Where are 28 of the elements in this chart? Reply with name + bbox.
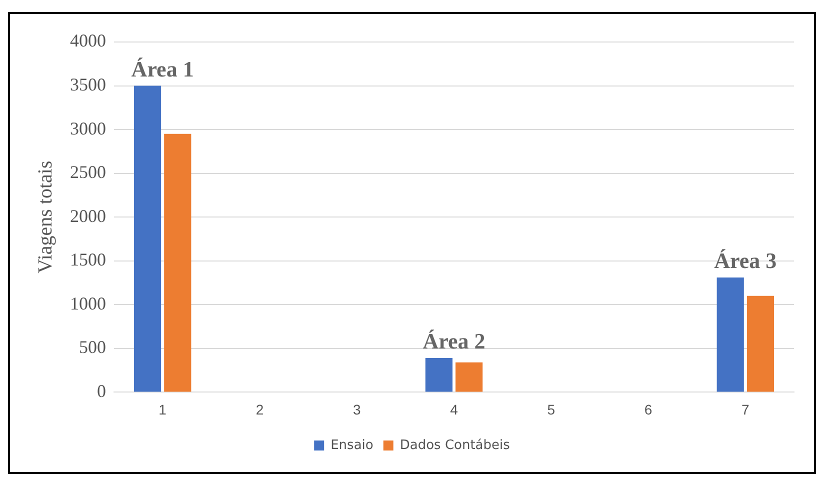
annotation: Área 3	[714, 248, 777, 274]
bar	[425, 358, 452, 392]
x-tick-label: 7	[742, 401, 750, 418]
y-tick-label: 1000	[70, 293, 106, 314]
annotation: Área 2	[422, 328, 486, 354]
bar	[134, 86, 162, 392]
y-tick-label: 0	[97, 380, 106, 401]
x-tick-label: 5	[547, 401, 556, 418]
y-tick-label: 500	[79, 337, 106, 358]
y-tick-label: 3500	[70, 74, 106, 95]
y-tick-label: 3000	[70, 118, 106, 138]
y-tick-label: 4000	[70, 30, 106, 51]
bar	[164, 134, 192, 392]
bar	[456, 362, 483, 392]
bar	[746, 296, 774, 392]
x-tick-label: 1	[158, 401, 167, 418]
y-axis-title: Viagens totais	[34, 160, 56, 274]
bar	[716, 278, 744, 392]
x-tick-label: 2	[256, 401, 264, 418]
y-tick-label: 2500	[70, 162, 106, 182]
x-tick-label: 6	[644, 401, 652, 418]
legend-label: Ensaio	[330, 438, 374, 453]
x-tick-label: 4	[450, 401, 458, 418]
annotation: Área 1	[131, 56, 194, 82]
legend-label: Dados Contábeis	[400, 438, 510, 453]
x-tick-label: 3	[352, 401, 361, 418]
y-tick-label: 1500	[70, 250, 106, 270]
y-tick-label: 2000	[70, 206, 106, 226]
